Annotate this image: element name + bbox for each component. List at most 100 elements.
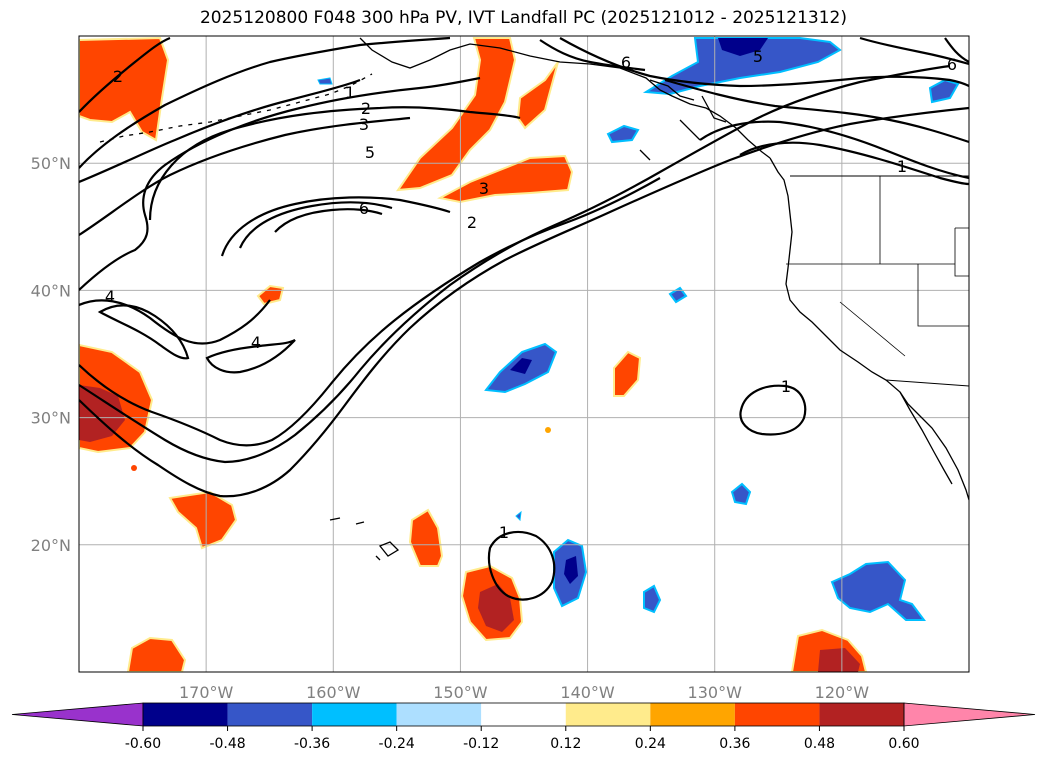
colorbar-tick-label: 0.60	[888, 736, 919, 752]
strong-positive-anomaly-region	[818, 648, 860, 672]
strong-positive-anomaly-region	[79, 385, 125, 442]
contour-label: 3	[479, 179, 489, 198]
colorbar-segment	[396, 703, 482, 726]
contour-line	[274, 208, 383, 233]
latitude-tick-label: 20°N	[31, 536, 71, 555]
contour-label: 4	[105, 287, 115, 306]
contour-label: 1	[897, 157, 907, 176]
contour-line	[539, 39, 646, 72]
positive-anomaly-region	[126, 636, 187, 672]
negative-anomaly-region	[317, 77, 333, 85]
colorbar-segment	[650, 703, 735, 726]
negative-anomaly-region	[730, 482, 752, 506]
contour-label: 5	[365, 143, 375, 162]
contour-line	[487, 530, 556, 601]
shaded-anomaly-fields	[79, 36, 960, 672]
contour-label: 1	[781, 377, 791, 396]
alaska-coastline	[359, 37, 771, 159]
positive-anomaly-region	[545, 427, 551, 433]
positive-anomaly-region	[613, 350, 642, 397]
colorbar-extend-high	[903, 702, 1036, 727]
colorbar-tick-label: 0.36	[719, 736, 750, 752]
contour-line	[205, 339, 296, 374]
contour-label: 6	[359, 199, 369, 218]
latitude-labels: 20°N 30°N 40°N 50°N	[31, 154, 71, 555]
colorbar-tick-label: -0.48	[209, 736, 245, 752]
positive-anomaly-region	[256, 284, 285, 306]
negative-anomaly-region	[642, 37, 842, 96]
colorbar-segment	[819, 703, 904, 726]
longitude-tick-label: 120°W	[815, 683, 870, 702]
strong-negative-anomaly-region	[718, 38, 768, 56]
colorbar-segment	[565, 703, 651, 726]
map-frame	[78, 35, 970, 673]
contour-line	[79, 36, 451, 169]
gridlines	[79, 36, 969, 672]
contour-label: 5	[753, 47, 763, 66]
contour-line	[739, 141, 969, 186]
positive-anomaly-region	[395, 37, 517, 192]
contour-label: 2	[467, 213, 477, 232]
contour-label: 1	[499, 523, 509, 542]
contour-line	[79, 299, 271, 345]
colorbar-segment	[481, 703, 566, 726]
colorbar-tick-label: -0.36	[294, 736, 330, 752]
negative-anomaly-region	[830, 560, 926, 621]
longitude-tick-label: 130°W	[688, 683, 743, 702]
contour-label: 4	[251, 333, 261, 352]
contour-line	[79, 116, 411, 236]
latitude-tick-label: 50°N	[31, 154, 71, 173]
colorbar-tick-label: 0.24	[635, 736, 666, 752]
contour-line	[739, 384, 807, 436]
colorbar-segment	[734, 703, 820, 726]
contour-label: 2	[113, 67, 123, 86]
strong-negative-anomaly-region	[564, 556, 578, 584]
longitude-tick-label: 170°W	[179, 683, 234, 702]
longitude-tick-label: 150°W	[433, 683, 488, 702]
longitude-labels: 170°W 160°W 150°W 140°W 130°W 120°W	[179, 683, 869, 702]
contour-labels: 1 2 3 5 6 4 4 3 2 1 1 1 6 5 2 6	[105, 47, 957, 542]
negative-anomaly-region	[928, 78, 960, 104]
pv-contours	[79, 36, 969, 601]
contour-line	[79, 177, 661, 447]
positive-anomaly-region	[516, 61, 559, 130]
contour-line	[238, 201, 393, 249]
us-state-borders	[786, 176, 969, 357]
colorbar: -0.60 -0.48 -0.36 -0.24 -0.12 0.12 0.24 0.36 0.4…	[11, 702, 1036, 752]
contour-line	[97, 304, 190, 360]
negative-anomaly-region	[515, 510, 522, 522]
colorbar-tick-label: 0.12	[550, 736, 581, 752]
baja-california	[899, 391, 953, 485]
colorbar-segment	[312, 703, 397, 726]
contour-label: 1	[345, 83, 355, 102]
negative-anomaly-region	[643, 584, 662, 614]
contour-line	[664, 78, 969, 144]
latitude-tick-label: 40°N	[31, 281, 71, 300]
canada-coast-islands	[639, 79, 727, 161]
contour-line	[79, 76, 481, 291]
contour-label: 2	[361, 99, 371, 118]
colorbar-tick-label: -0.12	[463, 736, 499, 752]
positive-anomaly-region	[408, 508, 444, 567]
colorbar-extend-low	[11, 702, 144, 727]
positive-anomaly-region	[437, 154, 574, 204]
contour-line	[79, 36, 171, 113]
contour-line	[220, 196, 451, 257]
positive-anomaly-region	[168, 490, 238, 550]
longitude-tick-label: 140°W	[560, 683, 615, 702]
longitude-tick-label: 160°W	[306, 683, 361, 702]
contour-label: 3	[359, 115, 369, 134]
colorbar-tick-label: 0.48	[804, 736, 835, 752]
contour-line	[699, 120, 969, 180]
colorbar-tick-label: -0.60	[125, 736, 161, 752]
negative-anomaly-region	[606, 124, 640, 144]
contour-line	[79, 78, 361, 184]
colorbar-segment	[227, 703, 313, 726]
colorbar-segment	[143, 703, 228, 726]
colorbar-tick-label: -0.24	[379, 736, 415, 752]
strong-negative-anomaly-region	[510, 358, 532, 374]
contour-line	[944, 37, 969, 63]
mexico-border	[885, 379, 969, 387]
contour-line	[559, 37, 969, 88]
